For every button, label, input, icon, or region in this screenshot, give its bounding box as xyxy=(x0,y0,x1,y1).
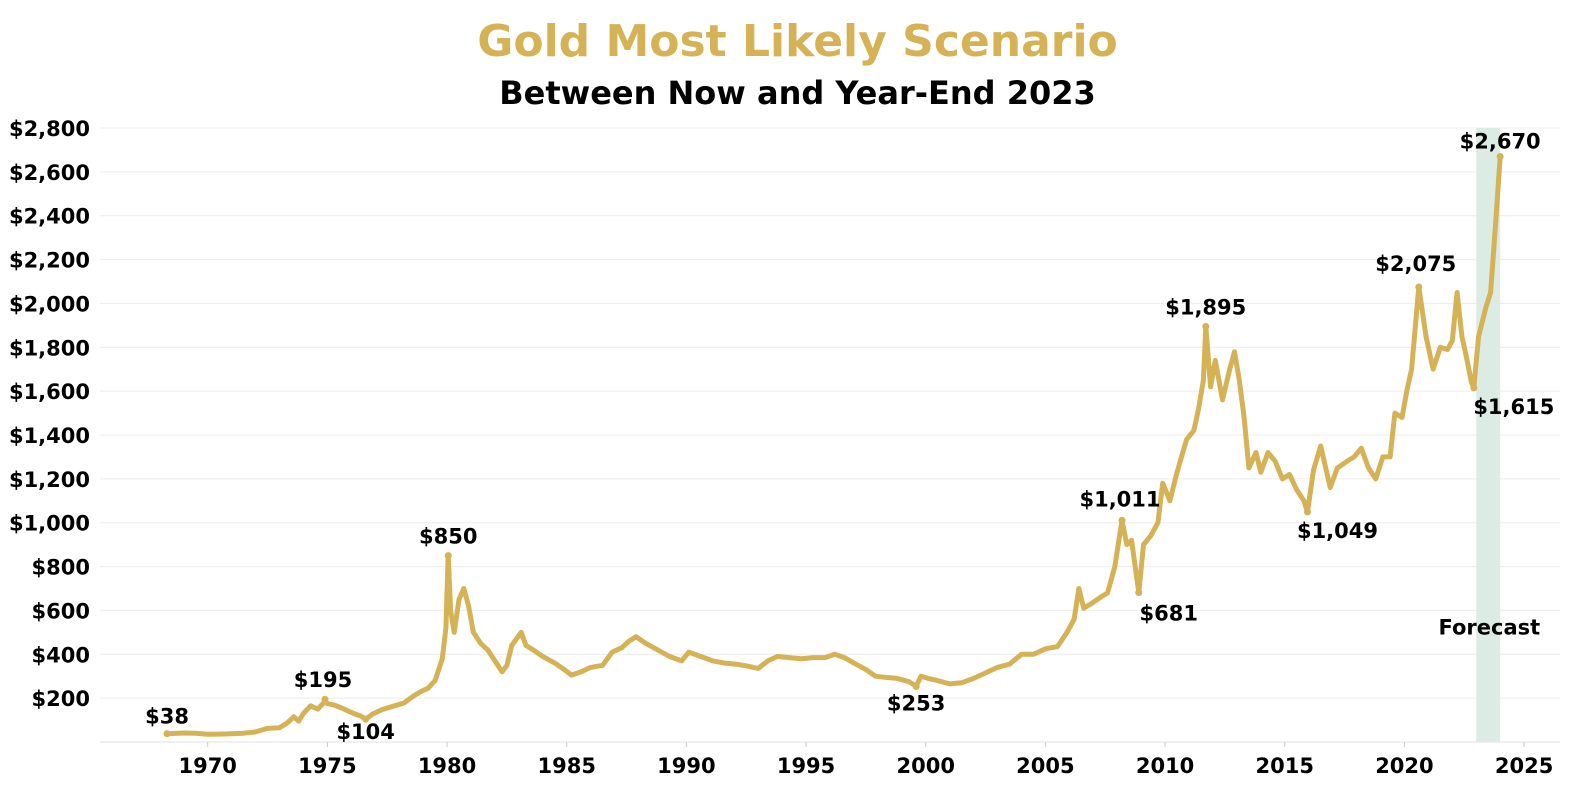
annotation-point xyxy=(1415,283,1423,291)
annotation-point xyxy=(912,683,920,691)
annotation-label: $253 xyxy=(887,692,945,716)
chart-title: Gold Most Likely Scenario xyxy=(477,16,1118,67)
y-tick-label: $2,000 xyxy=(9,292,90,316)
annotation-point xyxy=(1470,384,1478,392)
x-tick-label: 2005 xyxy=(1016,754,1074,778)
x-tick-label: 1970 xyxy=(178,754,236,778)
x-tick-label: 2000 xyxy=(897,754,955,778)
annotation-label: $104 xyxy=(336,720,394,744)
forecast-band xyxy=(1476,128,1501,742)
annotation-label: $1,011 xyxy=(1079,487,1160,511)
annotation-label: $38 xyxy=(145,705,189,729)
y-tick-label: $2,200 xyxy=(9,249,90,273)
x-tick-label: 2025 xyxy=(1495,754,1553,778)
annotation-label: $1,049 xyxy=(1297,519,1378,543)
y-tick-label: $200 xyxy=(32,687,90,711)
annotation-label: $195 xyxy=(294,668,352,692)
y-tick-label: $2,800 xyxy=(9,117,90,141)
annotation-label: $2,075 xyxy=(1375,252,1456,276)
forecast-label: Forecast xyxy=(1438,616,1540,640)
forecast-band-layer: Forecast xyxy=(1438,128,1540,742)
annotation-point xyxy=(321,695,329,703)
y-tick-label: $1,200 xyxy=(9,468,90,492)
y-tick-label: $400 xyxy=(32,643,90,667)
annotation-point xyxy=(163,730,171,738)
annotation-label: $681 xyxy=(1140,602,1198,626)
y-tick-label: $800 xyxy=(32,556,90,580)
y-tick-label: $2,600 xyxy=(9,161,90,185)
series-line-0 xyxy=(164,154,1503,737)
x-tick-label: 1990 xyxy=(657,754,715,778)
annotation-point xyxy=(444,552,452,560)
annotations: $38 $195 $104 $850 $253 $1,011 $681 $1,895 $1,04… xyxy=(145,130,1554,745)
x-tick-label: 1975 xyxy=(298,754,356,778)
annotation-label: $2,670 xyxy=(1460,130,1541,154)
y-tick-label: $1,600 xyxy=(9,380,90,404)
annotation-point xyxy=(1303,508,1311,516)
annotation-point xyxy=(1202,322,1210,330)
x-tick-label: 2020 xyxy=(1375,754,1433,778)
x-tick-label: 2010 xyxy=(1136,754,1194,778)
annotation-point xyxy=(1118,516,1126,524)
x-tick-label: 2015 xyxy=(1256,754,1314,778)
price-line-layer xyxy=(164,154,1503,737)
chart-subtitle: Between Now and Year-End 2023 xyxy=(499,74,1096,112)
annotation-point xyxy=(1496,153,1504,161)
annotation-label: $1,895 xyxy=(1165,295,1246,319)
annotation-point xyxy=(362,715,370,723)
annotation-label: $850 xyxy=(419,525,477,549)
y-tick-label: $2,400 xyxy=(9,205,90,229)
y-tick-label: $1,400 xyxy=(9,424,90,448)
grid-lines xyxy=(100,127,1560,743)
x-tick-label: 1985 xyxy=(537,754,595,778)
y-tick-label: $1,000 xyxy=(9,512,90,536)
x-tick-label: 1995 xyxy=(777,754,835,778)
y-tick-label: $600 xyxy=(32,599,90,623)
y-tick-label: $1,800 xyxy=(9,336,90,360)
x-axis-ticks: 1970 1975 1980 1985 1990 1995 2000 2005 2010 2015… xyxy=(178,742,1553,778)
annotation-label: $1,615 xyxy=(1473,395,1554,419)
annotation-point xyxy=(1135,589,1143,597)
y-axis-ticks: $200 $400 $600 $800 $1,000 $1,200 $1,400 $1,600… xyxy=(9,117,90,711)
x-tick-label: 1980 xyxy=(418,754,476,778)
